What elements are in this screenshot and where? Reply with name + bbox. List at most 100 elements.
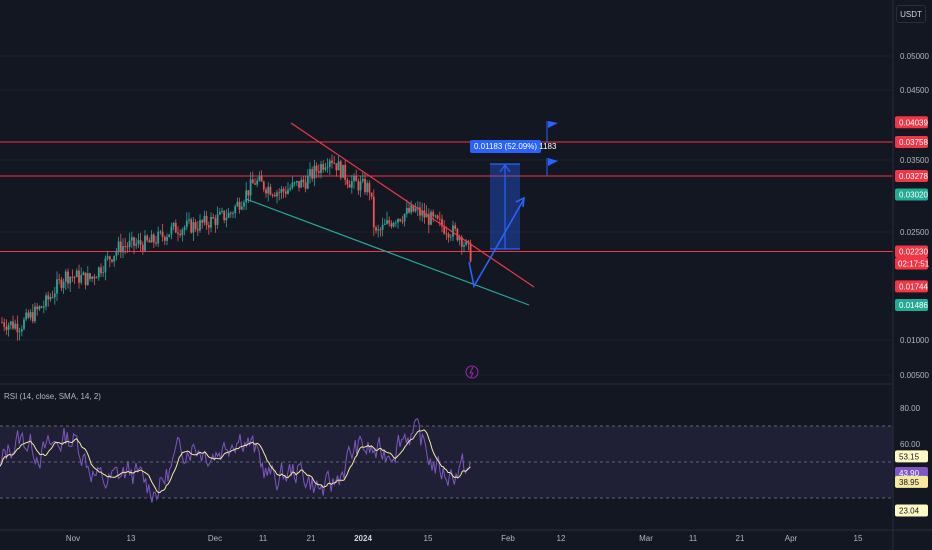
candle-body — [14, 323, 17, 329]
candle-body — [421, 210, 424, 216]
candle-body — [304, 182, 307, 189]
candle-body — [273, 194, 276, 197]
candle-body — [174, 222, 177, 233]
candle-body — [317, 171, 320, 173]
candle-body — [58, 279, 61, 281]
candle-body — [49, 297, 52, 300]
candle-body — [311, 169, 314, 179]
time-tick-label: 12 — [557, 534, 566, 543]
candle-body — [322, 164, 325, 170]
candle-body — [5, 326, 8, 330]
candle-body — [144, 235, 146, 251]
time-tick-label: Mar — [639, 534, 653, 543]
candle-body — [447, 234, 450, 238]
candle-body — [3, 322, 6, 327]
candle-body — [166, 236, 168, 241]
price-tick-label: 0.01000 — [900, 336, 929, 345]
candle-body — [372, 196, 375, 228]
candle-body — [245, 190, 248, 203]
price-tick-label: 0.02500 — [900, 228, 929, 237]
descending-resistance-trendline — [290, 122, 535, 288]
candle-body — [379, 229, 382, 231]
candle-body — [298, 181, 300, 188]
time-tick-label: 15 — [854, 534, 863, 543]
candle-body — [210, 216, 212, 228]
candle-body — [463, 245, 465, 247]
candle-body — [331, 160, 333, 164]
candle-body — [271, 194, 274, 196]
candle-body — [348, 184, 351, 188]
candle-body — [368, 183, 371, 193]
time-tick-label: 13 — [127, 534, 136, 543]
candle-body — [177, 232, 179, 234]
price-tag-label: 0.03020 — [899, 191, 928, 200]
candle-body — [386, 220, 388, 224]
candle-body — [47, 295, 50, 300]
candle-body — [227, 212, 230, 218]
candle-body — [265, 189, 267, 194]
candle-body — [381, 224, 384, 230]
candle-body — [456, 228, 459, 241]
candle-body — [234, 206, 237, 214]
price-tick-label: 0.00500 — [900, 371, 929, 380]
candle-body — [135, 243, 138, 246]
candle-body — [449, 236, 452, 238]
price-tick-label: 0.05000 — [900, 52, 929, 61]
candle-body — [438, 218, 441, 220]
candle-body — [78, 270, 80, 283]
price-tick-label: 0.03500 — [900, 156, 929, 165]
candle-body — [95, 277, 98, 279]
candle-body — [194, 222, 197, 229]
candle-body — [399, 219, 402, 221]
candle-body — [366, 183, 369, 193]
candle-body — [306, 175, 309, 189]
candle-body — [201, 220, 204, 223]
candle-body — [25, 312, 28, 320]
currency-button[interactable]: USDT — [896, 5, 926, 23]
candle-body — [9, 321, 12, 325]
candle-body — [150, 234, 153, 243]
price-tag-bg — [895, 299, 928, 312]
candle-body — [97, 267, 100, 278]
candle-body — [364, 178, 366, 193]
candle-body — [350, 181, 353, 188]
candle-body — [419, 207, 421, 216]
horizontal-levels — [0, 141, 893, 252]
time-tick-label: 11 — [689, 534, 698, 543]
candle-body — [460, 236, 463, 247]
candle-body — [408, 207, 410, 213]
candle-body — [42, 306, 45, 308]
candle-body — [133, 237, 135, 246]
candle-body — [295, 181, 298, 183]
candle-body — [410, 205, 413, 213]
candle-body — [60, 279, 63, 288]
price-tag-label: 0.03758 — [899, 138, 928, 147]
projection-path — [468, 198, 525, 289]
measure-label: 0.01183 (52.09%) 1183 — [474, 142, 557, 151]
rsi-legend[interactable]: RSI (14, close, SMA, 14, 2) — [4, 392, 101, 401]
candle-body — [93, 276, 96, 279]
candle-body — [403, 213, 406, 222]
candle-body — [412, 205, 415, 212]
candle-body — [278, 192, 281, 194]
candle-body — [401, 220, 404, 222]
candle-body — [141, 244, 144, 251]
price-tag-label: 0.01744 — [899, 282, 928, 291]
candle-body — [170, 226, 173, 235]
candle-body — [159, 231, 162, 233]
candle-body — [12, 321, 14, 329]
candlestick-series — [1, 154, 472, 341]
candle-body — [71, 276, 74, 278]
candle-body — [23, 319, 25, 329]
time-tick-label: Nov — [66, 534, 80, 543]
candle-body — [130, 237, 133, 241]
candle-body — [1, 322, 3, 323]
candle-body — [38, 306, 41, 310]
candle-body — [254, 183, 256, 185]
candle-body — [31, 312, 34, 322]
candle-body — [392, 222, 395, 227]
candle-body — [353, 175, 355, 182]
candle-body — [203, 215, 206, 223]
candle-body — [315, 165, 318, 172]
